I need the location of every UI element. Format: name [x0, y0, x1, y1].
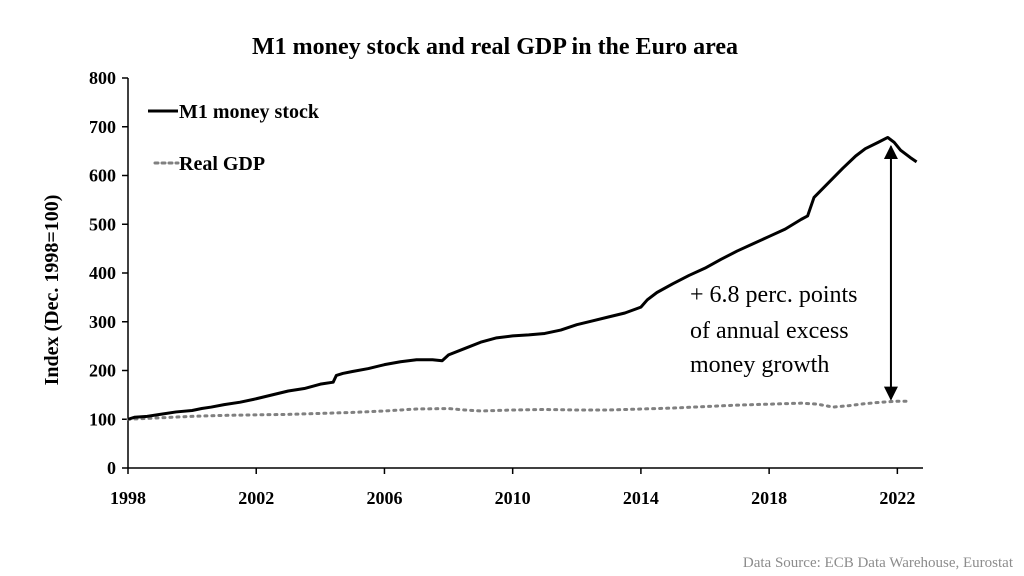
legend-label-gdp: Real GDP [179, 153, 265, 175]
y-tick-label: 800 [89, 68, 116, 88]
series-layer [126, 135, 918, 421]
y-ticks: 0 100 200 300 400 500 600 700 800 [89, 68, 128, 478]
y-tick-label: 700 [89, 117, 116, 137]
y-tick-label: 0 [107, 458, 116, 478]
series-line-real-gdp [126, 399, 912, 421]
x-tick-label: 2022 [879, 488, 915, 508]
y-tick-label: 100 [89, 409, 116, 429]
x-tick-label: 2006 [366, 488, 402, 508]
annotation-line-3: money growth [690, 352, 829, 378]
y-tick-label: 500 [89, 214, 116, 234]
legend: M1 money stock Real GDP [148, 101, 320, 175]
chart-title: M1 money stock and real GDP in the Euro … [252, 34, 738, 60]
y-tick-label: 300 [89, 312, 116, 332]
y-tick-label: 200 [89, 361, 116, 381]
x-tick-label: 2002 [238, 488, 274, 508]
y-tick-label: 600 [89, 166, 116, 186]
legend-label-m1: M1 money stock [179, 101, 320, 123]
data-source: Data Source: ECB Data Warehouse, Eurosta… [743, 555, 1014, 571]
annotation-line-1: + 6.8 perc. points [690, 282, 858, 308]
annotation-line-2: of annual excess [690, 318, 849, 344]
annotation: + 6.8 perc. points of annual excess mone… [690, 144, 898, 401]
y-tick-label: 400 [89, 263, 116, 283]
x-tick-label: 2018 [751, 488, 787, 508]
x-tick-label: 1998 [110, 488, 146, 508]
x-tick-label: 2014 [623, 488, 659, 508]
y-axis-label: Index (Dec. 1998=100) [41, 195, 63, 386]
x-tick-label: 2010 [495, 488, 531, 508]
x-ticks: 1998 2002 2006 2010 2014 2018 2022 [110, 468, 915, 508]
series-line-m1 [127, 135, 918, 421]
